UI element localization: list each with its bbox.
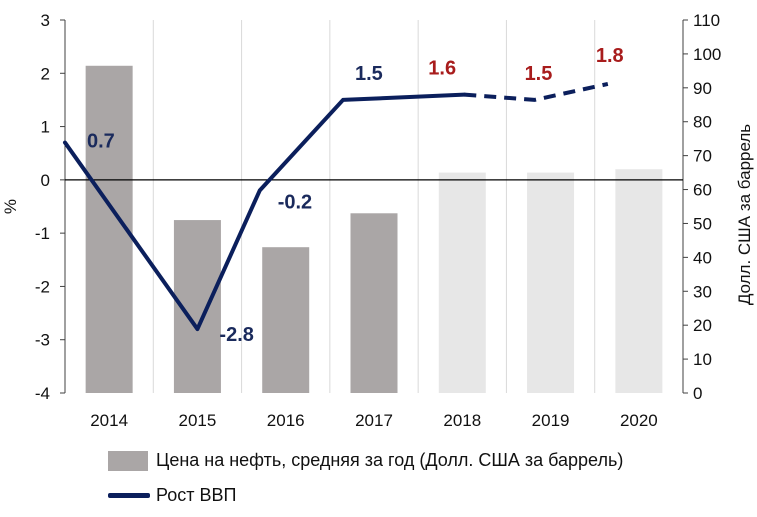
bar bbox=[350, 213, 398, 393]
y-axis-right-title: Долл. США за баррель bbox=[735, 124, 754, 305]
y-tick-label-right: 0 bbox=[693, 384, 702, 403]
y-tick-label-right: 80 bbox=[693, 113, 712, 132]
y-tick-label-right: 90 bbox=[693, 79, 712, 98]
y-tick-label-right: 50 bbox=[693, 214, 712, 233]
line-series-forecast bbox=[464, 81, 609, 102]
x-tick-label: 2019 bbox=[532, 411, 570, 430]
y-tick-label-right: 60 bbox=[693, 181, 712, 200]
y-tick-label-right: 70 bbox=[693, 147, 712, 166]
y-tick-label-right: 20 bbox=[693, 316, 712, 335]
bar bbox=[262, 247, 310, 393]
bar bbox=[438, 172, 486, 393]
y-tick-label-right: 110 bbox=[693, 11, 720, 30]
y-tick-label-right: 100 bbox=[693, 45, 721, 64]
y-axis-left-title: % bbox=[1, 199, 20, 214]
data-label: 0.7 bbox=[87, 131, 115, 153]
y-tick-label-left: 2 bbox=[41, 64, 50, 83]
y-tick-label-right: 40 bbox=[693, 248, 712, 267]
y-tick-label-left: -1 bbox=[35, 224, 50, 243]
x-tick-label: 2015 bbox=[179, 411, 217, 430]
data-label: 1.5 bbox=[525, 63, 553, 85]
y-tick-label-left: 1 bbox=[41, 118, 50, 137]
data-label: -2.8 bbox=[219, 324, 253, 346]
legend-swatch-bars bbox=[108, 450, 148, 471]
data-label: 1.5 bbox=[355, 63, 383, 85]
data-label: -0.2 bbox=[278, 192, 312, 214]
legend-label-line: Рост ВВП bbox=[156, 485, 237, 505]
x-tick-label: 2017 bbox=[355, 411, 393, 430]
data-label: 1.8 bbox=[596, 45, 624, 67]
x-tick-label: 2018 bbox=[443, 411, 481, 430]
y-tick-label-left: 0 bbox=[41, 171, 50, 190]
data-label: 1.6 bbox=[428, 58, 456, 80]
x-tick-label: 2014 bbox=[90, 411, 128, 430]
y-tick-label-left: -2 bbox=[35, 277, 50, 296]
x-tick-label: 2020 bbox=[620, 411, 658, 430]
y-tick-label-right: 30 bbox=[693, 282, 712, 301]
legend-label-bars: Цена на нефть, средняя за год (Долл. США… bbox=[156, 450, 624, 470]
bar bbox=[527, 172, 575, 393]
x-tick-label: 2016 bbox=[267, 411, 305, 430]
y-tick-label-left: -3 bbox=[35, 331, 50, 350]
legend-swatch-line bbox=[108, 493, 150, 498]
y-tick-label-left: 3 bbox=[41, 11, 50, 30]
bar bbox=[615, 169, 663, 393]
legend-item-bars: Цена на нефть, средняя за год (Долл. США… bbox=[108, 450, 623, 471]
y-tick-label-left: -4 bbox=[35, 384, 50, 403]
y-tick-label-right: 10 bbox=[693, 350, 712, 369]
legend-item-line: Рост ВВП bbox=[108, 485, 236, 506]
